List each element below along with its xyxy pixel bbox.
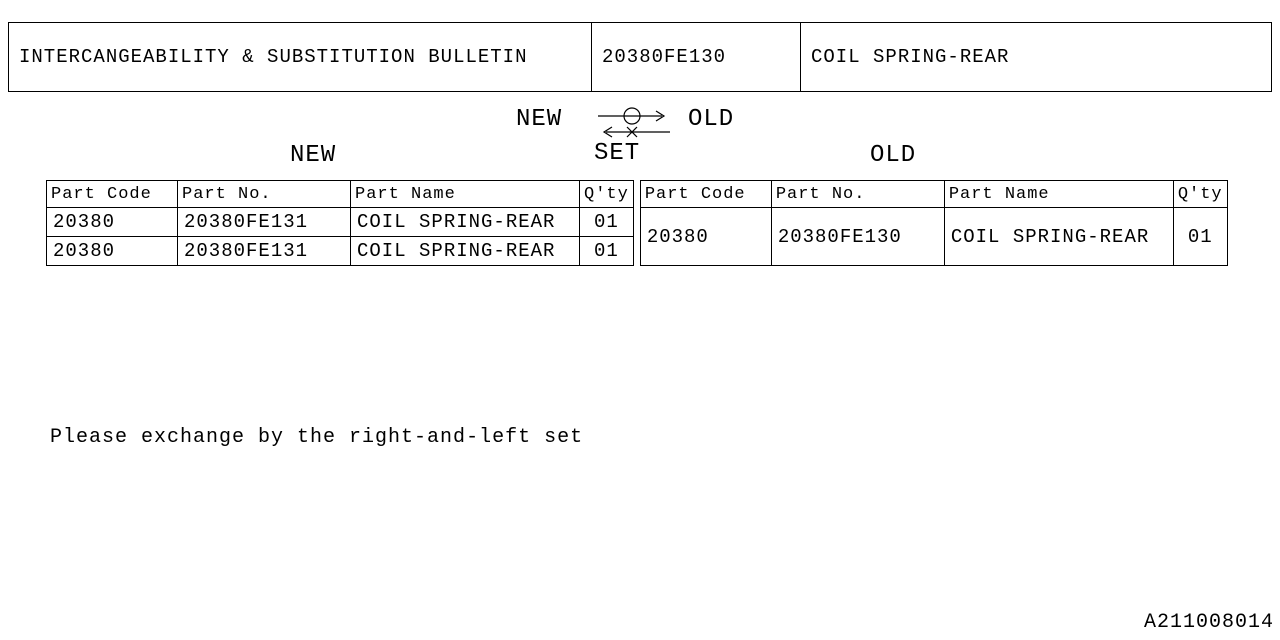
- diagram-label-set: SET: [594, 140, 640, 167]
- table-new: Part Code Part No. Part Name Q'ty 20380 …: [46, 180, 634, 266]
- th-part-no: Part No.: [771, 181, 944, 208]
- table-row: 20380 20380FE131 COIL SPRING-REAR 01: [47, 208, 634, 237]
- header-box: INTERCANGEABILITY & SUBSTITUTION BULLETI…: [8, 22, 1272, 92]
- exchange-diagram-icon: [596, 104, 674, 140]
- header-part-no: 20380FE130: [592, 23, 801, 91]
- document-id: A211008014: [1144, 611, 1274, 634]
- table-heading-old: OLD: [870, 142, 916, 169]
- table-row: 20380 20380FE131 COIL SPRING-REAR 01: [47, 237, 634, 266]
- th-part-name: Part Name: [944, 181, 1173, 208]
- th-part-no: Part No.: [178, 181, 351, 208]
- diagram-label-new: NEW: [516, 106, 562, 133]
- header-title: INTERCANGEABILITY & SUBSTITUTION BULLETI…: [9, 23, 592, 91]
- th-qty: Q'ty: [580, 181, 634, 208]
- table-heading-new: NEW: [290, 142, 336, 169]
- tables-container: Part Code Part No. Part Name Q'ty 20380 …: [46, 180, 1232, 266]
- table-old: Part Code Part No. Part Name Q'ty 20380 …: [640, 180, 1228, 266]
- th-part-code: Part Code: [640, 181, 771, 208]
- table-row: 20380 20380FE130 COIL SPRING-REAR 01: [640, 208, 1227, 266]
- th-part-code: Part Code: [47, 181, 178, 208]
- th-part-name: Part Name: [351, 181, 580, 208]
- header-part-name: COIL SPRING-REAR: [801, 23, 1271, 91]
- th-qty: Q'ty: [1173, 181, 1227, 208]
- diagram-label-old: OLD: [688, 106, 734, 133]
- exchange-note: Please exchange by the right-and-left se…: [50, 426, 583, 449]
